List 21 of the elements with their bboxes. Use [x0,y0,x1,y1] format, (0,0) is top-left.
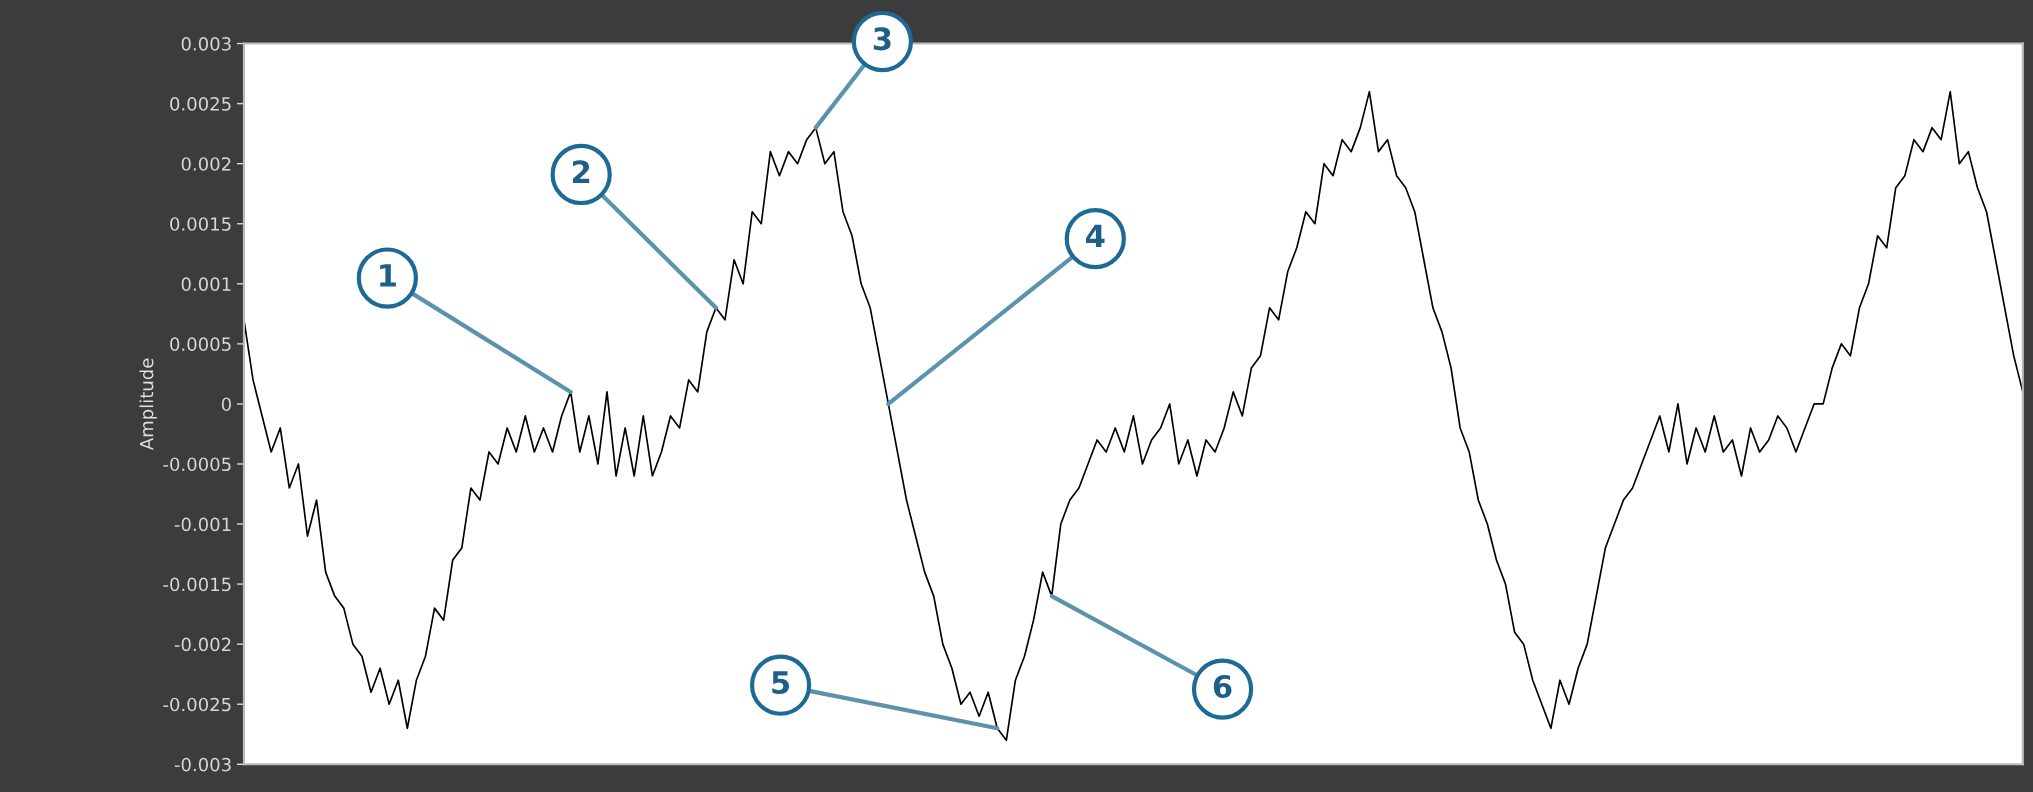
annotation: 2 [572,160,590,183]
y-tick-label: 0 [221,397,231,412]
y-tick-label: 0.0015 [170,217,231,231]
y-tick-label: -0.003 [174,757,231,772]
annotation: 1 [380,264,396,287]
annotation: 3 [873,27,891,51]
y-axis-title: Amplitude [139,358,157,451]
annotation: 5 [772,671,790,695]
y-tick-label: 0.003 [181,37,231,51]
annotation: 4 [1086,224,1105,248]
y-tick-label: -0.0015 [163,577,231,592]
y-tick-label: 0.0025 [170,97,231,111]
y-tick-label: -0.0005 [163,457,231,472]
annotation: 6 [1213,674,1232,699]
y-tick-label: -0.002 [174,637,231,652]
y-tick-label: 0.002 [181,157,231,171]
y-tick-label: -0.001 [174,517,231,532]
y-tick-label: 0.001 [181,277,231,291]
y-tick-label: -0.0025 [163,697,231,712]
line-series [243,90,2023,742]
y-tick-label: 0.0005 [170,337,231,351]
